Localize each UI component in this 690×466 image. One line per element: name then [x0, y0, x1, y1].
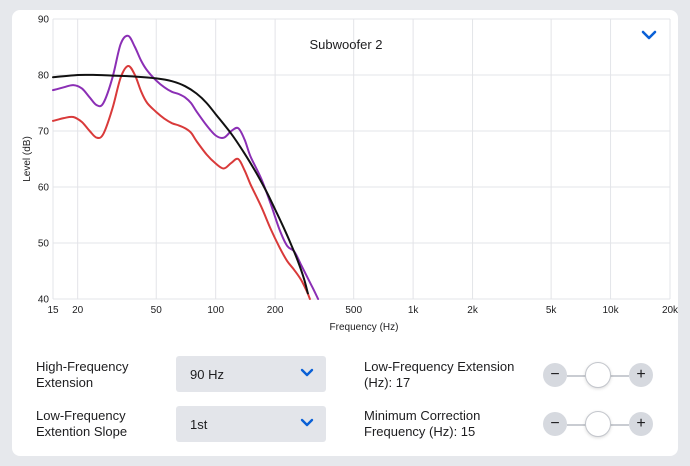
lf-extension-minus-button[interactable]: − [543, 363, 567, 387]
x-tick-label: 20k [662, 305, 679, 316]
x-tick-label: 200 [267, 305, 284, 316]
hf-extension-label: High-Frequency Extension [36, 359, 129, 390]
min-correction-minus-button[interactable]: − [543, 412, 567, 436]
x-tick-label: 10k [603, 305, 620, 316]
chevron-down-icon [300, 418, 314, 427]
x-tick-label: 20 [72, 305, 84, 316]
y-axis-label: Level (dB) [22, 136, 33, 182]
lf-extension-label: Low-Frequency Extension (Hz): 17 [364, 359, 515, 390]
series-line-3 [52, 73, 309, 295]
min-correction-plus-button[interactable]: + [629, 412, 653, 436]
x-tick-label: 1k [408, 305, 420, 316]
min-correction-slider-thumb[interactable] [585, 411, 611, 437]
x-tick-label: 500 [345, 305, 362, 316]
x-tick-label: 2k [467, 305, 479, 316]
y-tick-label: 60 [38, 183, 50, 194]
hf-extension-select[interactable]: 90 Hz [176, 356, 326, 392]
x-tick-label: 15 [47, 305, 59, 316]
lf-slope-value: 1st [190, 416, 208, 432]
y-tick-label: 80 [38, 71, 50, 82]
y-tick-label: 70 [38, 127, 50, 138]
y-tick-label: 40 [38, 295, 50, 306]
min-correction-label: Minimum Correction Frequency (Hz): 15 [364, 408, 481, 439]
x-tick-label: 50 [151, 305, 163, 316]
series-line-2 [52, 65, 311, 300]
chevron-down-icon [300, 368, 314, 377]
lf-extension-slider-thumb[interactable] [585, 362, 611, 388]
x-tick-label: 100 [207, 305, 224, 316]
frequency-response-chart: 40 50 60 70 80 90 15 20 50 100 200 500 1k 2k 5k 10k 20k… [22, 15, 679, 334]
chart-series [52, 34, 320, 300]
chart-title: Subwoofer 2 [310, 37, 383, 52]
x-tick-label: 5k [546, 305, 558, 316]
x-axis-label: Frequency (Hz) [330, 322, 399, 333]
series-line-1 [52, 34, 320, 300]
y-tick-labels: 40 50 60 70 80 90 [38, 15, 50, 306]
chart-grid [52, 18, 671, 300]
x-tick-labels: 15 20 50 100 200 500 1k 2k 5k 10k 20k [47, 305, 679, 316]
lf-extension-plus-button[interactable]: + [629, 363, 653, 387]
lf-slope-select[interactable]: 1st [176, 406, 326, 442]
y-tick-label: 90 [38, 15, 50, 26]
speaker-select-chevron-icon[interactable] [640, 28, 658, 42]
y-tick-label: 50 [38, 239, 50, 250]
lf-slope-label: Low-Frequency Extention Slope [36, 408, 128, 439]
speaker-panel [12, 10, 678, 456]
hf-extension-value: 90 Hz [190, 366, 224, 382]
